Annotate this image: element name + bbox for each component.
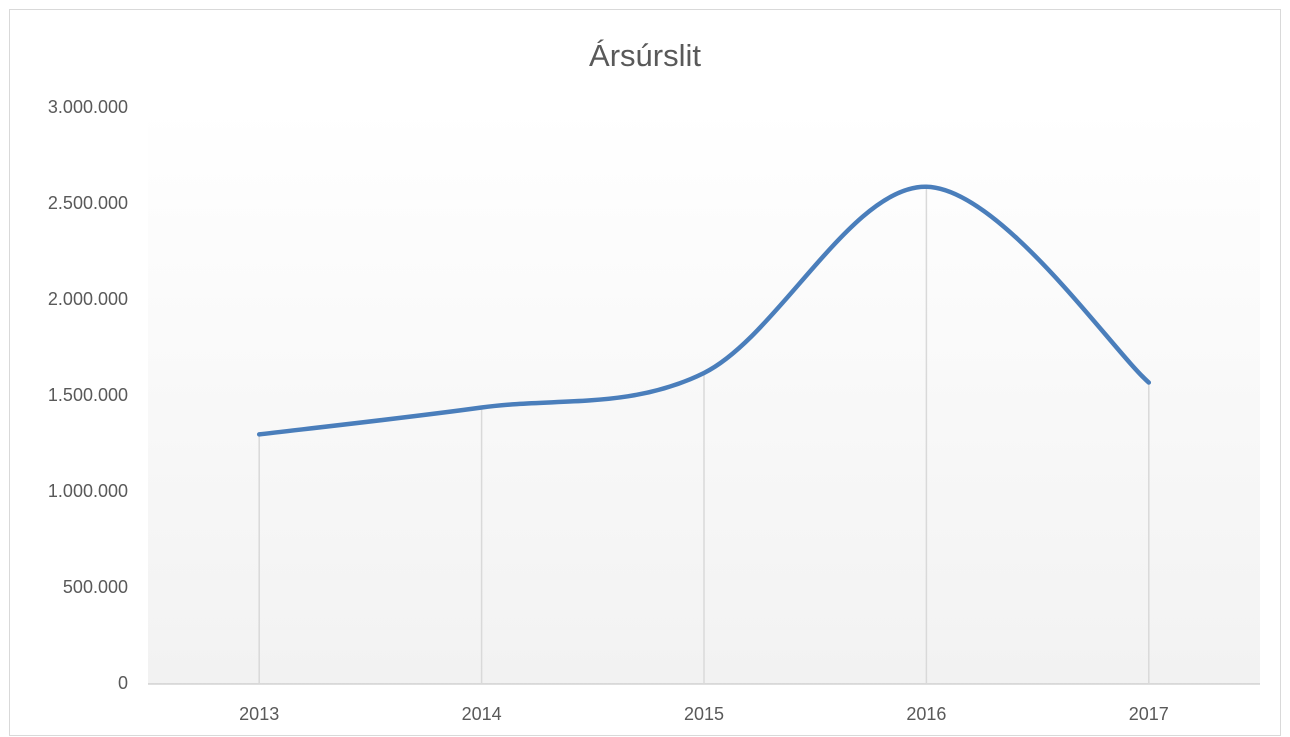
x-tick-label: 2016 [906, 704, 946, 724]
y-tick-label: 2.500.000 [48, 193, 128, 213]
y-tick-label: 3.000.000 [48, 97, 128, 117]
x-tick-label: 2013 [239, 704, 279, 724]
x-tick-label: 2017 [1129, 704, 1169, 724]
y-tick-label: 2.000.000 [48, 289, 128, 309]
x-tick-label: 2014 [462, 704, 502, 724]
y-tick-label: 500.000 [63, 577, 128, 597]
line-series [256, 184, 1152, 437]
x-tick-label: 2015 [684, 704, 724, 724]
chart-title: Ársúrslit [589, 38, 701, 73]
y-tick-label: 1.500.000 [48, 385, 128, 405]
y-tick-label: 1.000.000 [48, 481, 128, 501]
y-tick-label: 0 [118, 673, 128, 693]
